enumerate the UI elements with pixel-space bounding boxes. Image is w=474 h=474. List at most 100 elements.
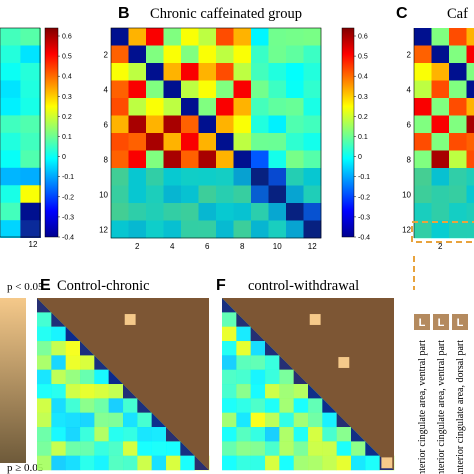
region-badge <box>452 314 468 330</box>
y-tick-label: 2 <box>104 50 109 59</box>
pvalue-cell <box>123 455 138 471</box>
pvalue-cell <box>222 398 237 413</box>
heatmap-cell <box>163 168 182 186</box>
pvalue-cell <box>65 427 81 442</box>
pvalue-cell <box>151 427 167 442</box>
pvalue-cell <box>37 326 52 342</box>
heatmap-cell <box>20 150 41 169</box>
heatmap-cell <box>303 80 322 99</box>
panel-label: F <box>216 277 226 294</box>
heatmap-cell <box>251 28 269 46</box>
y-tick-label: 2 <box>407 50 412 59</box>
heatmap-cell <box>286 220 304 239</box>
pvalue-cell <box>37 312 52 327</box>
heatmap-cell <box>146 150 164 169</box>
significant-cell <box>381 457 393 469</box>
heatmap-cell <box>111 45 129 64</box>
heatmap-cell <box>20 167 41 186</box>
heatmap-cell <box>303 45 322 64</box>
heatmap-cell <box>449 168 467 186</box>
colorbar-tick-label: 0.5 <box>62 54 72 61</box>
x-tick-label: 10 <box>273 242 282 251</box>
heatmap-cell <box>0 45 21 64</box>
colorbar-tick-label: 0 <box>62 154 66 161</box>
pvalue-cell <box>166 455 181 471</box>
colorbar-tick-label: 0.1 <box>62 134 72 141</box>
pvalue-cell <box>293 412 309 428</box>
pvalue-cell <box>279 427 294 442</box>
pvalue-cell <box>151 441 167 456</box>
pvalue-cell <box>51 326 66 342</box>
heatmap-cell <box>303 28 322 46</box>
pvalue-cell <box>250 412 266 428</box>
heatmap-cell <box>0 202 21 221</box>
pvalue-cell <box>94 369 109 385</box>
pvalue-cell <box>80 369 95 385</box>
pvalue-cell <box>123 427 138 442</box>
x-tick-label: 6 <box>205 242 210 251</box>
pvalue-cell <box>108 455 124 471</box>
heatmap-cell <box>251 80 269 99</box>
pvalue-cell <box>94 412 109 428</box>
pvalue-cell <box>293 441 309 456</box>
heatmap-cell <box>431 45 450 64</box>
pvalue-cell <box>137 412 152 428</box>
panel-title: Caf <box>447 6 468 22</box>
heatmap-cell <box>163 63 182 81</box>
heatmap-cell <box>216 168 234 186</box>
heatmap-cell <box>449 133 467 151</box>
colorbar-tick-label: 0.2 <box>358 114 368 121</box>
pvalue-cell <box>265 355 280 370</box>
heatmap-cell <box>414 203 432 221</box>
panel-label: C <box>396 5 408 22</box>
diagonal-cell <box>166 427 181 442</box>
pvalue-cell <box>65 455 81 471</box>
heatmap-cell <box>251 115 269 134</box>
heatmap-cell <box>268 220 287 239</box>
heatmap-cell <box>233 150 252 169</box>
pvalue-cell <box>37 412 52 428</box>
pvalue-cell <box>308 412 323 428</box>
diagonal-cell <box>123 384 138 399</box>
heatmap-cell <box>414 185 432 204</box>
pvalue-cell <box>65 441 81 456</box>
heatmap-cell <box>163 45 182 64</box>
heatmap-cell <box>431 28 450 46</box>
heatmap-cell <box>286 168 304 186</box>
pvalue-cell <box>80 427 95 442</box>
heatmap-cell <box>128 28 147 46</box>
pvalue-cell <box>37 398 52 413</box>
heatmap-cell <box>111 80 129 99</box>
heatmap-cell <box>431 203 450 221</box>
heatmap-cell <box>146 115 164 134</box>
diagonal-cell <box>222 298 237 313</box>
p-value-legend: p < 0.05 p ≥ 0.05 <box>0 281 44 474</box>
colorbar-tick-label: 0.1 <box>358 134 368 141</box>
pvalue-cell <box>250 355 266 370</box>
pvalue-cell <box>279 455 294 471</box>
heatmap-cell <box>268 150 287 169</box>
heatmap-cell <box>286 98 304 116</box>
pvalue-cell <box>108 398 124 413</box>
pvalue-cell <box>137 441 152 456</box>
pvalue-cell <box>236 441 251 456</box>
pvalue-cell <box>65 398 81 413</box>
heatmap-cell <box>181 98 199 116</box>
region-label: Anterior cingulate area, dorsal part <box>455 340 466 474</box>
x-tick-label: 2 <box>135 242 140 251</box>
heatmap-cell <box>128 80 147 99</box>
heatmap-cell <box>146 28 164 46</box>
heatmap-cell <box>0 220 21 238</box>
heatmap-cell <box>268 28 287 46</box>
pvalue-cell <box>108 412 124 428</box>
heatmap-cell <box>198 45 217 64</box>
pvalue-cell <box>80 355 95 370</box>
heatmap-cell <box>466 150 474 169</box>
pvalue-cell <box>265 441 280 456</box>
heatmap-cell <box>466 220 474 239</box>
heatmap-cell <box>198 220 217 239</box>
heatmap-cell <box>163 28 182 46</box>
heatmap-cell <box>303 63 322 81</box>
pvalue-cell <box>108 441 124 456</box>
